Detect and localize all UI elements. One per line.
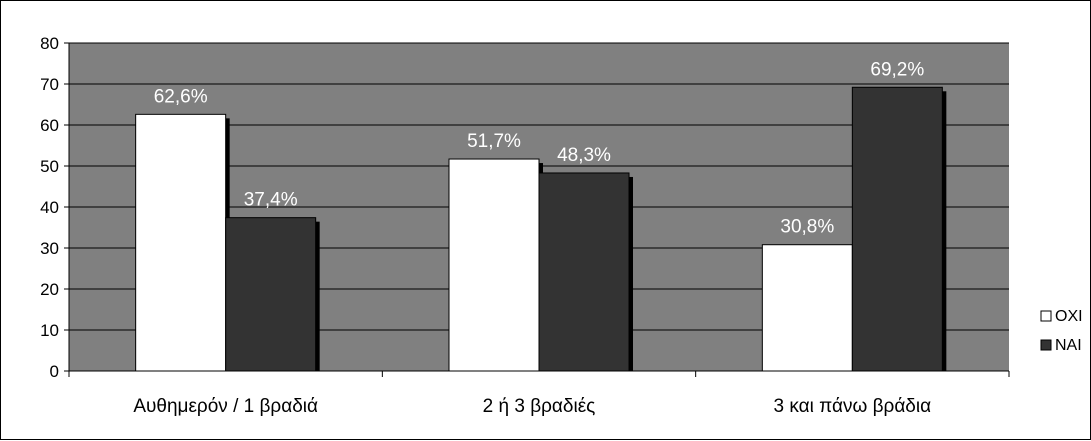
y-tick-label: 20: [40, 280, 59, 299]
data-label: 51,7%: [467, 131, 521, 152]
bar-oxi: [761, 244, 853, 372]
legend-swatch-nai: [1040, 339, 1052, 351]
y-tick-label: 50: [40, 157, 59, 176]
data-label: 69,2%: [870, 59, 924, 80]
bar-oxi: [135, 113, 227, 372]
y-tick-label: 60: [40, 116, 59, 135]
category-label: 3 και πάνω βράδια: [774, 396, 932, 417]
legend-label: ΝΑΙ: [1055, 337, 1082, 354]
category-label: 2 ή 3 βραδιές: [483, 396, 596, 417]
y-tick-label: 10: [40, 321, 59, 340]
y-tick-label: 70: [40, 75, 59, 94]
y-tick-label: 80: [40, 34, 59, 53]
bar-nai: [851, 86, 943, 372]
legend-label: ΟΧΙ: [1055, 308, 1083, 325]
bar-nai: [225, 217, 317, 372]
bar-oxi: [448, 158, 540, 372]
data-label: 62,6%: [154, 86, 208, 107]
legend-swatch-oxi: [1040, 310, 1052, 322]
data-label: 30,8%: [780, 217, 834, 238]
y-tick-label: 40: [40, 198, 59, 217]
data-label: 37,4%: [244, 190, 298, 211]
y-tick-label: 30: [40, 239, 59, 258]
data-label: 48,3%: [557, 145, 611, 166]
y-tick-label: 0: [50, 362, 59, 381]
bar-nai: [538, 172, 630, 372]
category-label: Αυθημερόν / 1 βραδιά: [133, 396, 318, 417]
